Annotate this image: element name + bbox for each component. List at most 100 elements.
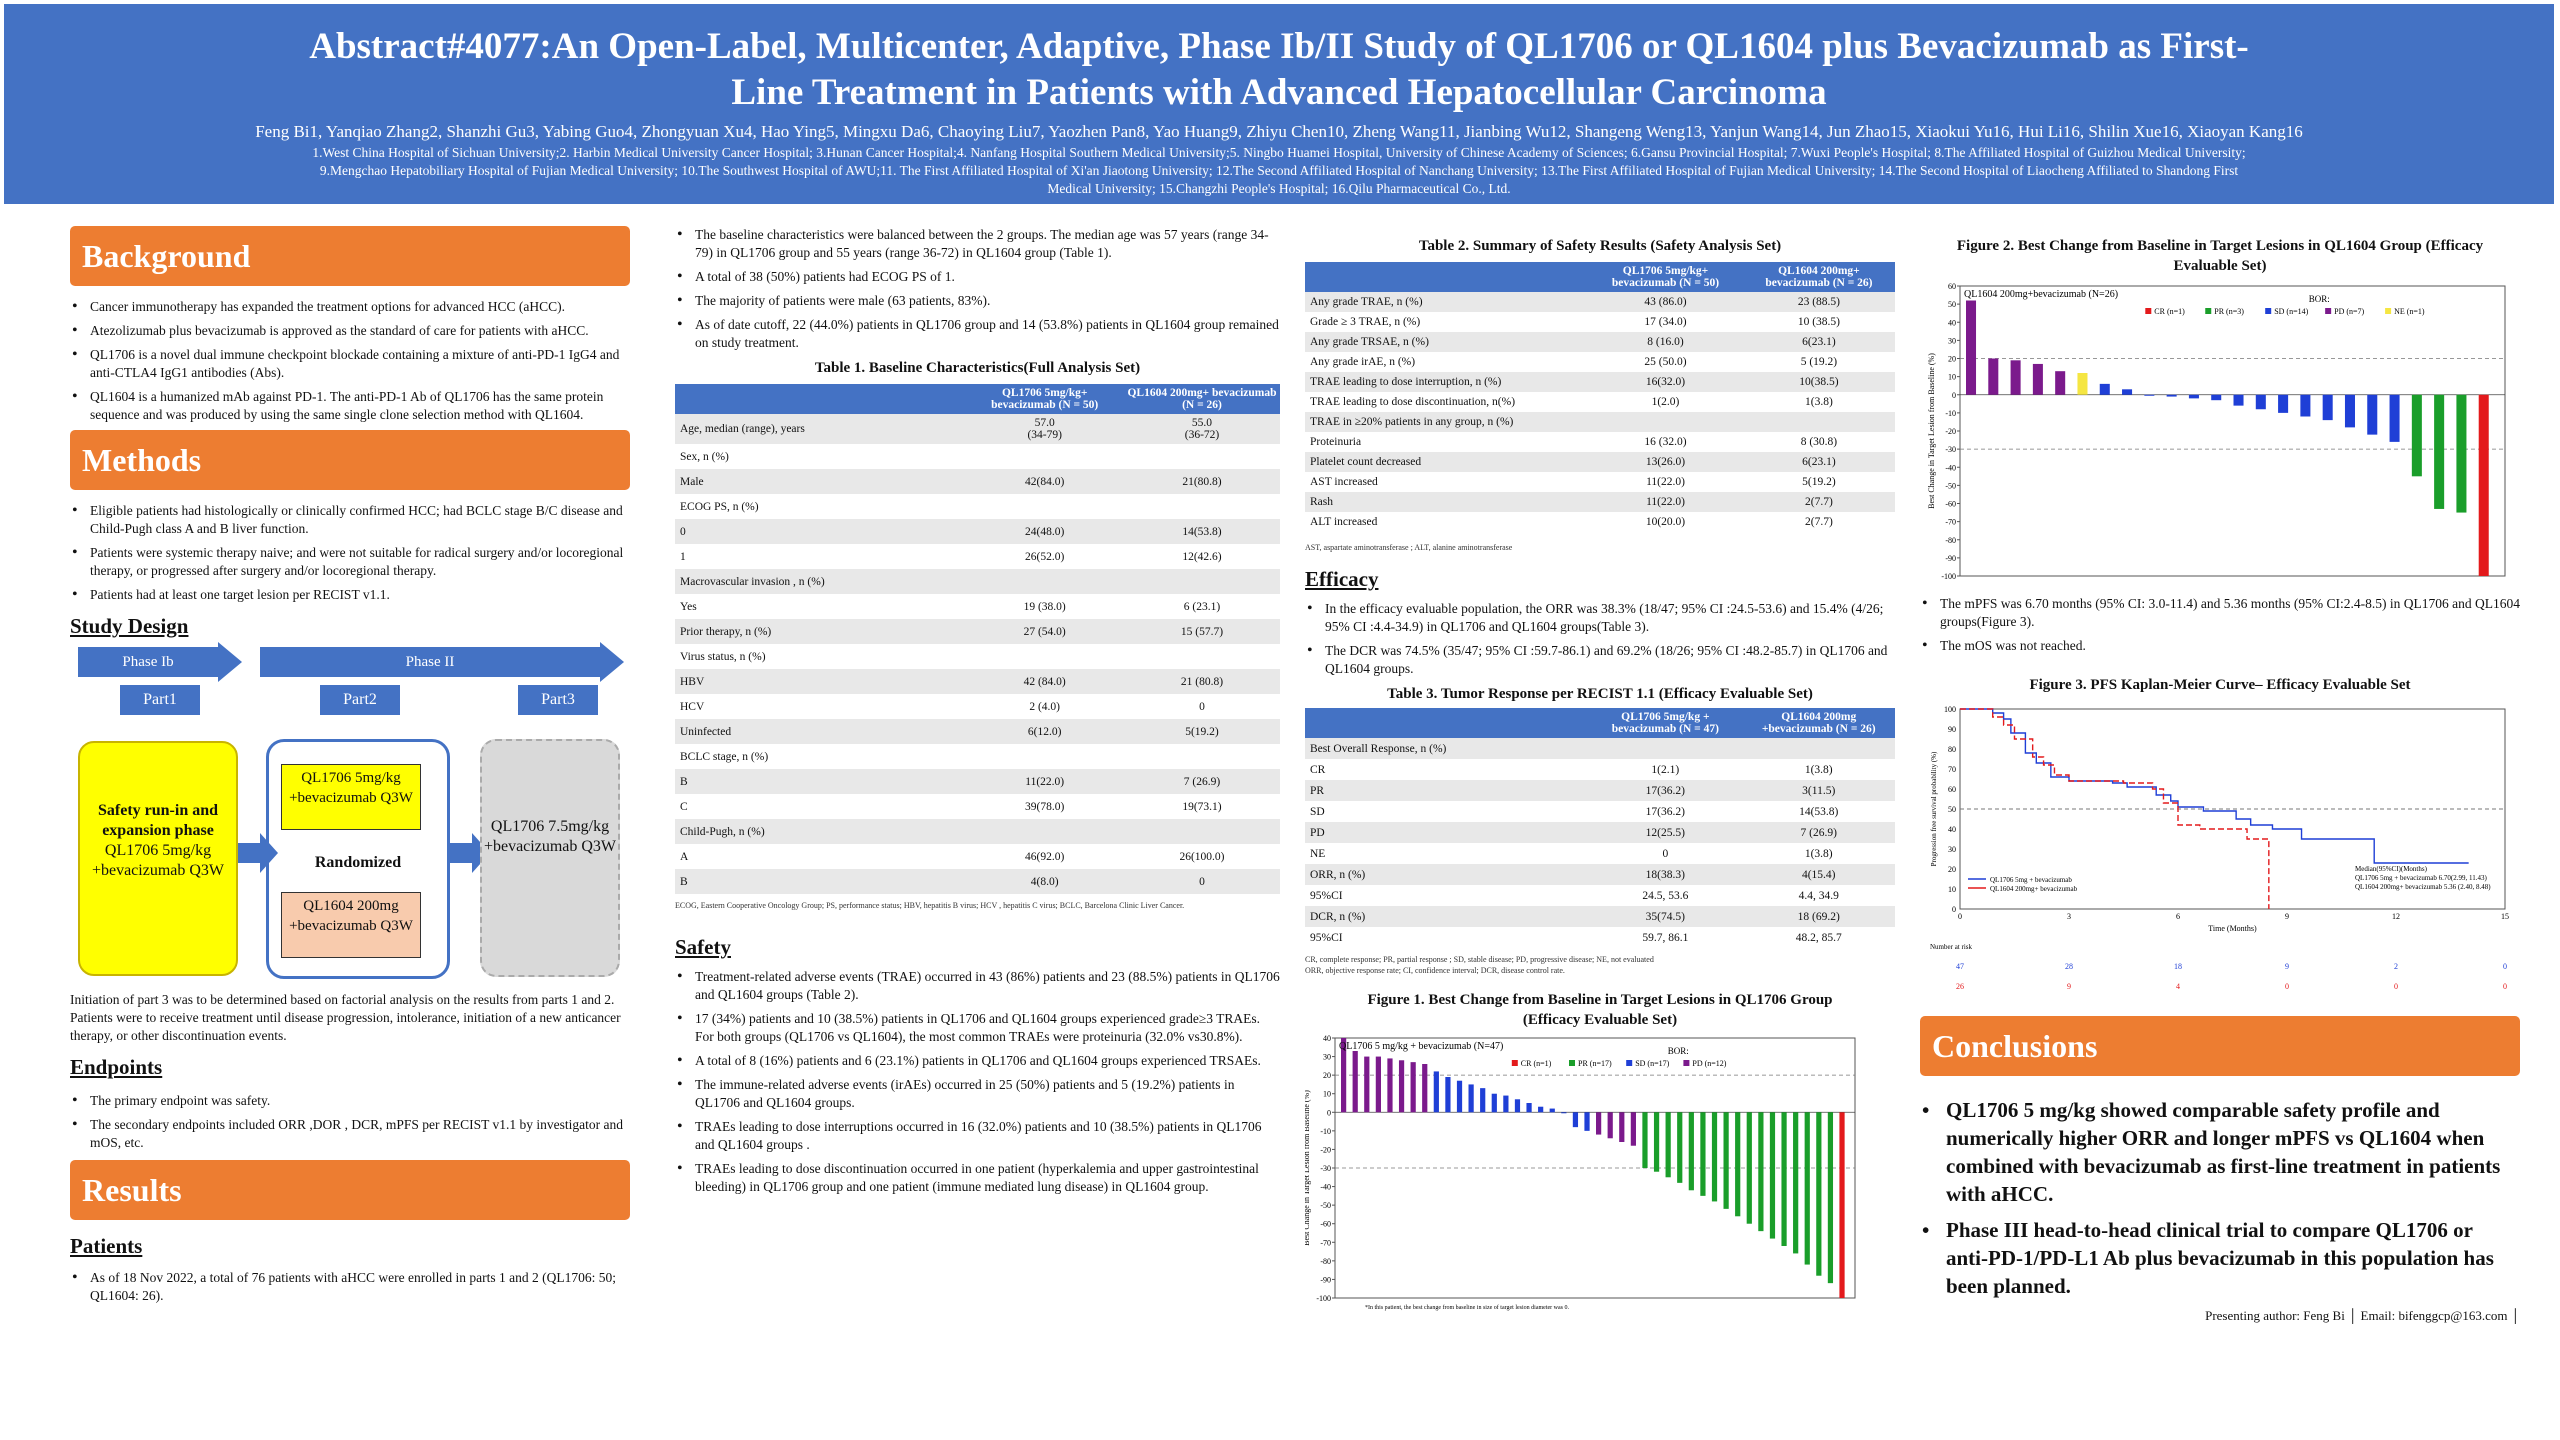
y-tick-label: 80 — [1948, 745, 1956, 754]
baseline-item: As of date cutoff, 22 (44.0%) patients i… — [675, 316, 1280, 352]
y-tick-label: 30 — [1948, 336, 1956, 345]
waterfall-bar — [1410, 1062, 1416, 1113]
table-cell: 2(7.7) — [1805, 516, 1833, 528]
column-2: The baseline characteristics were balanc… — [675, 226, 1280, 1202]
column-3: Table 2. Summary of Safety Results (Safe… — [1302, 226, 1895, 1317]
legend-label: QL1706 5mg + bevacizumab — [1990, 876, 2072, 884]
table-cell — [1124, 444, 1280, 469]
waterfall-bar — [2055, 371, 2066, 395]
patients-heading: Patients — [70, 1234, 143, 1258]
table-cell: Platelet count decreased — [1305, 452, 1589, 472]
table-cell: 1 — [680, 550, 686, 563]
legend-label: QL1604 200mg+ bevacizumab — [1990, 885, 2078, 893]
table-cell: 11(22.0) — [1588, 492, 1743, 512]
risk-count: 0 — [2285, 982, 2289, 991]
legend-swatch — [2205, 308, 2212, 314]
table-cell: 48.2, 85.7 — [1795, 931, 1842, 944]
table-row: TRAE in ≥20% patients in any group, n (%… — [1305, 412, 1895, 432]
table-cell: 43 (86.0) — [1588, 292, 1743, 312]
risk-count: 9 — [2285, 962, 2289, 971]
table-header-row: QL1706 5mg/kg+ bevacizumab (N = 50) QL160… — [675, 384, 1280, 414]
table-cell: Child-Pugh, n (%) — [675, 819, 966, 844]
table2-safety: QL1706 5mg/kg+ bevacizumab (N = 50) QL160… — [1305, 262, 1895, 532]
waterfall-bar — [1468, 1084, 1474, 1113]
table-row: Rash 11(22.0) 2(7.7) — [1305, 492, 1895, 512]
waterfall-bar — [1827, 1112, 1834, 1284]
table-cell: TRAE leading to dose interruption, n (%) — [1305, 372, 1589, 392]
table-cell: ALT increased — [1310, 516, 1378, 528]
y-tick-label: 40 — [1948, 825, 1956, 834]
table-cell: Grade ≥ 3 TRAE, n (%) — [1310, 316, 1421, 328]
y-tick-label: -20 — [1320, 1145, 1331, 1154]
table-cell — [965, 744, 1124, 769]
figure1-title: Figure 1. Best Change from Baseline in T… — [1367, 992, 1833, 1028]
legend-swatch — [1511, 1060, 1518, 1066]
y-tick-label: 20 — [1948, 865, 1956, 874]
waterfall-bar — [2144, 394, 2155, 396]
table-row: AST increased 11(22.0) 5(19.2) — [1305, 472, 1895, 492]
table-header-cell: QL1706 5mg/kg+ bevacizumab (N = 50) — [965, 384, 1124, 414]
table-cell: CR — [1310, 763, 1326, 776]
table-cell: 18 (69.2) — [1742, 906, 1895, 927]
table-cell — [1124, 494, 1280, 519]
x-tick-label: 9 — [2285, 912, 2289, 921]
waterfall-bar — [1561, 1112, 1567, 1114]
table-row: B 4(8.0) 0 — [675, 869, 1280, 894]
table-row: PR 17(36.2) 3(11.5) — [1305, 780, 1895, 801]
waterfall-bar — [1735, 1112, 1741, 1217]
x-tick-label: 0 — [1958, 912, 1962, 921]
waterfall-bar — [1653, 1112, 1660, 1172]
table-cell: Sex, n (%) — [680, 450, 729, 463]
conclusions-heading: Conclusions — [1920, 1016, 2520, 1076]
endpoint-item: The secondary endpoints included ORR ,DO… — [70, 1116, 630, 1152]
table-cell — [1124, 744, 1280, 769]
waterfall-bar — [1526, 1103, 1532, 1113]
legend-title: BOR: — [1668, 1046, 1689, 1056]
table-row: Best Overall Response, n (%) — [1305, 738, 1895, 759]
risk-count: 28 — [2065, 962, 2073, 971]
table-cell: 2(7.7) — [1742, 492, 1895, 512]
part1-box-title: Safety run-in and expansion phase — [97, 802, 219, 839]
table-cell: HCV — [680, 700, 705, 713]
y-tick-label: 20 — [1948, 355, 1956, 364]
table-cell: 4(15.4) — [1742, 864, 1895, 885]
pfs-item: The mOS was not reached. — [1920, 637, 2520, 655]
waterfall-bar — [2322, 394, 2333, 421]
risk-count: 0 — [2394, 982, 2398, 991]
risk-count: 0 — [2503, 982, 2507, 991]
table-cell: HBV — [675, 669, 966, 694]
table-cell: 19(73.1) — [1182, 800, 1222, 813]
risk-count: 9 — [2067, 982, 2071, 991]
table-header-cell: QL1604 200mg +bevacizumab (N = 26) — [1742, 708, 1895, 738]
waterfall-bar — [2077, 373, 2088, 395]
waterfall-bar — [2010, 360, 2021, 395]
waterfall-bar — [1422, 1064, 1428, 1113]
table-row: Proteinuria 16 (32.0) 8 (30.8) — [1305, 432, 1895, 452]
y-tick-label: -70 — [1945, 518, 1956, 527]
table1-baseline: QL1706 5mg/kg+ bevacizumab (N = 50) QL160… — [675, 384, 1280, 894]
waterfall-bar — [1642, 1112, 1648, 1168]
patients-list: As of 18 Nov 2022, a total of 76 patient… — [70, 1269, 630, 1305]
y-tick-label: 0 — [1952, 391, 1956, 400]
table3-note: CR, complete response; PR, partial respo… — [1305, 955, 1654, 975]
table-cell: 17 (34.0) — [1644, 316, 1687, 328]
presenter-footer: Presenting author: Feng Bi │ Email: bife… — [2205, 1308, 2520, 1323]
table-cell: 95%CI — [1310, 889, 1343, 902]
study-design-heading: Study Design — [70, 614, 189, 638]
legend-title: BOR: — [2309, 294, 2330, 304]
table-cell: 10 (38.5) — [1797, 316, 1840, 328]
table-row: Grade ≥ 3 TRAE, n (%) 17 (34.0) 10 (38.5) — [1305, 312, 1895, 332]
table-cell: 19 (38.0) — [1023, 600, 1066, 613]
table-cell: BCLC stage, n (%) — [680, 750, 769, 763]
table-row: C 39(78.0) 19(73.1) — [675, 794, 1280, 819]
y-tick-label: 60 — [1948, 282, 1956, 291]
table-row: TRAE leading to dose interruption, n (%)… — [1305, 372, 1895, 392]
km-series-line — [1960, 708, 2469, 864]
legend-label: SD (n=17) — [1635, 1059, 1669, 1068]
table-row: 1 26(52.0) 12(42.6) — [675, 544, 1280, 569]
table-cell — [1588, 412, 1743, 432]
table-cell: PR — [1305, 780, 1589, 801]
table-cell: Yes — [680, 600, 697, 613]
median-row: QL1706 5mg + bevacizumab 6.70(2.99, 11.4… — [2355, 874, 2487, 882]
conclusions-list: QL1706 5 mg/kg showed comparable safety … — [1920, 1096, 2520, 1300]
